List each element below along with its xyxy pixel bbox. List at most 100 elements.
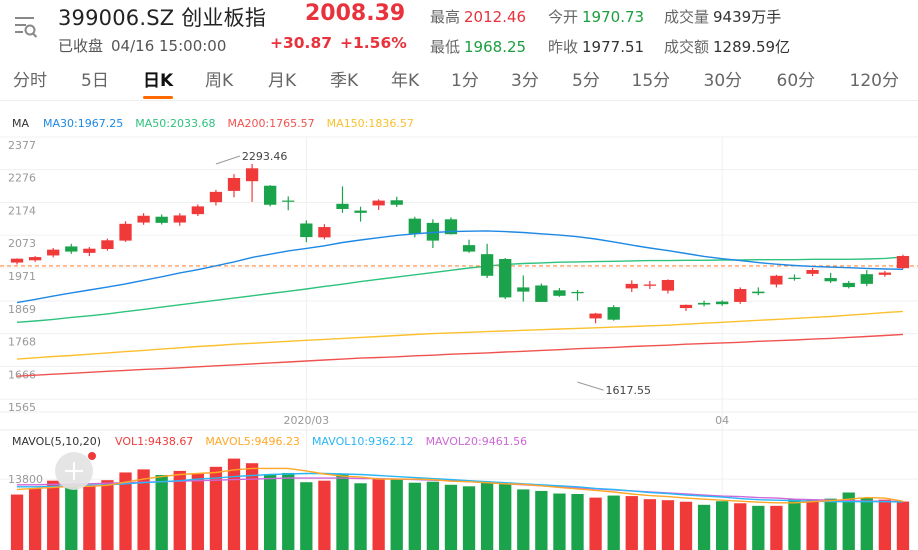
candle-body [426, 222, 440, 241]
stat-label: 成交额 [664, 38, 710, 56]
volume-bar [643, 499, 656, 550]
candle-body [697, 302, 711, 305]
volume-bar [589, 497, 602, 550]
candle-body [517, 287, 530, 292]
volume-bar [10, 494, 24, 550]
volume-bar [896, 501, 910, 550]
volume-bar [716, 501, 729, 550]
tab-0[interactable]: 分时 [13, 71, 47, 91]
candle-body [444, 219, 458, 235]
annotation-label: 1617.55 [606, 384, 652, 397]
candle-body [571, 291, 584, 294]
volume-bar [137, 469, 150, 550]
candle-body [535, 285, 548, 302]
ma-legend-ma50: MA50:2033.68 [135, 117, 215, 130]
menu-search-icon[interactable] [12, 14, 38, 40]
status-time: 04/16 15:00:00 [111, 37, 227, 55]
candle-body [643, 284, 656, 286]
volume-bar [264, 474, 277, 550]
tab-4[interactable]: 月K [268, 71, 297, 91]
stat-label: 昨收 [548, 38, 579, 56]
volume-bar [860, 498, 873, 550]
ma50-line [16, 256, 904, 323]
candle-body [173, 215, 186, 223]
volume-bar [535, 490, 548, 550]
volume-bar [282, 472, 295, 550]
volume-bar [770, 505, 783, 550]
mavol10-line [17, 472, 904, 503]
volume-bar [245, 463, 259, 550]
stat-label: 成交量 [664, 8, 710, 26]
candle-body [336, 203, 349, 209]
candle-body [264, 185, 277, 205]
candle-body [788, 277, 801, 279]
candle-body [47, 249, 60, 256]
volume-bar [517, 489, 530, 550]
volume-bar [426, 481, 440, 550]
volume-bar [191, 474, 204, 550]
tab-11[interactable]: 30分 [703, 71, 743, 91]
candle-body [101, 240, 114, 250]
tab-5[interactable]: 季K [330, 71, 359, 91]
divider [0, 100, 918, 101]
notification-dot [88, 452, 96, 460]
y-tick-label: 1869 [8, 303, 36, 316]
candle-body [245, 168, 259, 182]
stat-5: 成交额 1289.59亿 [664, 36, 790, 57]
candle-body [10, 258, 24, 263]
candle-body [752, 291, 765, 294]
volume-bar [408, 482, 421, 550]
candle-body [770, 275, 783, 285]
volume-bar [444, 484, 458, 550]
active-tab-underline [143, 96, 173, 99]
volume-bar [318, 480, 331, 550]
tab-1[interactable]: 5日 [81, 71, 109, 91]
volume-bar [47, 480, 60, 550]
volume-bar [878, 499, 892, 550]
candle-body [679, 304, 693, 309]
vol-tick-label: 13800 [8, 473, 43, 486]
tab-8[interactable]: 3分 [511, 71, 539, 91]
volume-bar [300, 482, 313, 550]
add-floating-button[interactable] [55, 452, 93, 490]
stat-value: 1970.73 [582, 8, 645, 26]
candle-body [589, 313, 602, 319]
tab-6[interactable]: 年K [391, 71, 420, 91]
volume-bar [607, 495, 620, 550]
tab-9[interactable]: 5分 [572, 71, 600, 91]
tab-3[interactable]: 周K [205, 71, 234, 91]
candle-body [860, 274, 873, 284]
y-tick-label: 2377 [8, 139, 36, 152]
tab-10[interactable]: 15分 [631, 71, 671, 91]
stat-value: 1289.59亿 [713, 38, 791, 56]
tab-2[interactable]: 日K [143, 71, 174, 91]
annotation-leader [215, 155, 241, 165]
stat-value: 9439万手 [713, 8, 782, 26]
volume-bar [227, 458, 241, 550]
volume-bar [372, 478, 385, 550]
candle-body [300, 223, 313, 238]
ma30-line [16, 230, 904, 304]
volume-bar [625, 496, 638, 550]
tab-13[interactable]: 120分 [849, 71, 899, 91]
status-label: 已收盘 [58, 37, 104, 55]
volume-bar [697, 504, 711, 550]
candle-body [480, 254, 494, 276]
tab-12[interactable]: 60分 [776, 71, 816, 91]
candle-body [734, 289, 747, 302]
annotation-label: 2293.46 [242, 150, 287, 163]
y-tick-label: 1971 [8, 270, 36, 283]
candle-body [896, 255, 910, 269]
candle-body [155, 216, 168, 223]
stat-value: 1977.51 [582, 38, 645, 56]
candle-body [806, 269, 819, 274]
tab-7[interactable]: 1分 [451, 71, 479, 91]
volume-bar [119, 472, 132, 550]
volume-bar [173, 470, 186, 550]
volume-bar [209, 466, 223, 550]
volume-bar [65, 486, 78, 550]
ma-legend-ma30: MA30:1967.25 [43, 117, 123, 130]
candle-body [462, 245, 476, 252]
vol-legend-mavol20: MAVOL20:9461.56 [426, 435, 528, 448]
